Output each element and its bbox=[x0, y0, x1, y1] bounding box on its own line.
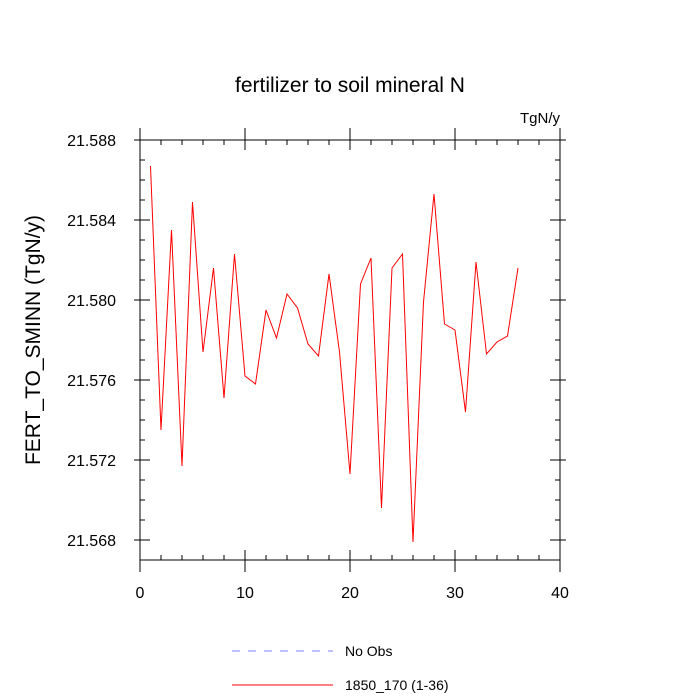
x-tick-label: 30 bbox=[446, 585, 464, 602]
y-tick-label: 21.576 bbox=[67, 373, 116, 390]
x-tick-label: 20 bbox=[341, 585, 359, 602]
y-tick-label: 21.568 bbox=[67, 533, 116, 550]
y-tick-label: 21.588 bbox=[67, 133, 116, 150]
y-axis-ticks: 21.568 21.572 21.576 21.580 21.584 21.588 bbox=[67, 133, 566, 561]
legend-label: 1850_170 (1-36) bbox=[345, 677, 449, 693]
legend-label: No Obs bbox=[345, 643, 392, 659]
x-tick-label: 10 bbox=[236, 585, 254, 602]
x-tick-label: 0 bbox=[136, 585, 145, 602]
y-tick-label: 21.584 bbox=[67, 213, 116, 230]
y-axis-label: FERT_TO_SMINN (TgN/y) bbox=[22, 215, 45, 465]
y-tick-label: 21.580 bbox=[67, 293, 116, 310]
x-axis-ticks: 0 10 20 30 40 bbox=[136, 128, 569, 602]
series-line bbox=[150, 165, 519, 543]
units-label: TgN/y bbox=[520, 110, 561, 127]
y-tick-label: 21.572 bbox=[67, 453, 116, 470]
x-tick-label: 40 bbox=[551, 585, 569, 602]
legend: No Obs 1850_170 (1-36) bbox=[232, 643, 449, 693]
series-layer bbox=[150, 165, 519, 543]
chart-title: fertilizer to soil mineral N bbox=[235, 74, 465, 97]
